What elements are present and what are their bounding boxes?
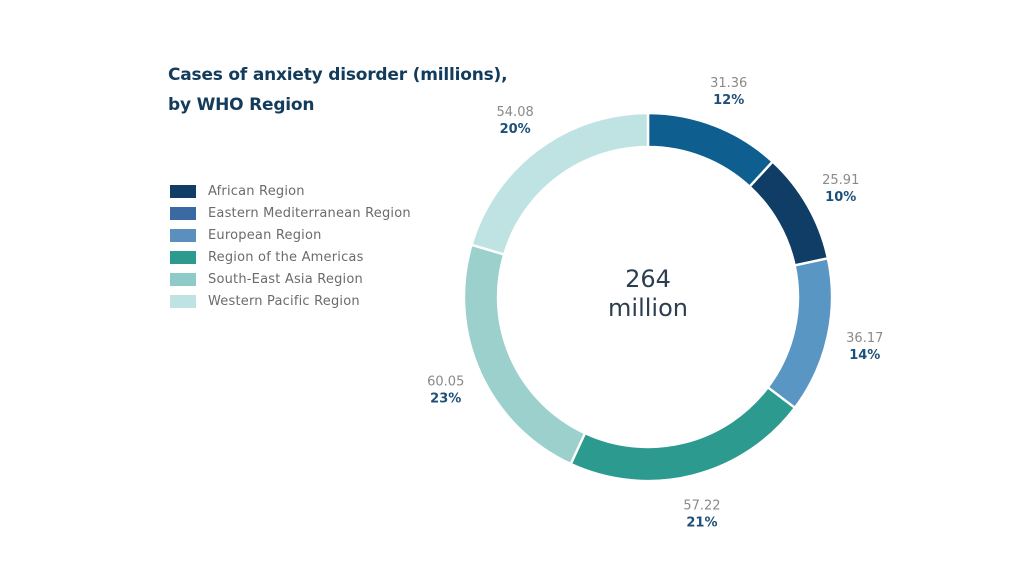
legend-label: Region of the Americas: [208, 249, 364, 265]
slice-percent-label: 10%: [825, 190, 856, 205]
slice-value-label: 54.08: [497, 105, 534, 120]
center-total-unit: million: [608, 294, 688, 322]
legend-item: South-East Asia Region: [170, 268, 411, 290]
legend-swatch: [170, 206, 196, 220]
slice-value-label: 57.22: [683, 498, 720, 513]
donut-slice: [470, 111, 650, 256]
donut-slice: [766, 256, 834, 410]
legend-label: South-East Asia Region: [208, 271, 363, 287]
legend-label: European Region: [208, 227, 322, 243]
legend-swatch: [170, 184, 196, 198]
legend-swatch: [170, 250, 196, 264]
legend-item: Region of the Americas: [170, 246, 411, 268]
legend-label: Eastern Mediterranean Region: [208, 205, 411, 221]
slice-value-label: 60.05: [427, 375, 464, 390]
slice-percent-label: 23%: [430, 392, 461, 407]
donut-slices: [462, 111, 834, 483]
donut-slice: [462, 243, 587, 466]
donut-slice: [569, 385, 797, 483]
slice-value-label: 31.36: [710, 76, 747, 91]
legend-swatch: [170, 228, 196, 242]
legend-swatch: [170, 294, 196, 308]
slice-labels: 31.36 12% 25.91 10% 36.17 14% 57.22 21% 60.05 23%…: [427, 76, 883, 530]
slice-percent-label: 21%: [686, 515, 717, 530]
legend-item: Western Pacific Region: [170, 290, 411, 312]
legend-item: African Region: [170, 180, 411, 202]
slice-percent-label: 12%: [713, 93, 744, 108]
legend-swatch: [170, 272, 196, 286]
legend-item: Eastern Mediterranean Region: [170, 202, 411, 224]
donut-slice: [646, 111, 775, 189]
slice-value-label: 25.91: [822, 173, 859, 188]
legend: African Region Eastern Mediterranean Reg…: [170, 180, 411, 312]
slice-percent-label: 14%: [849, 348, 880, 363]
donut-slice: [747, 159, 830, 267]
legend-label: African Region: [208, 183, 305, 199]
legend-label: Western Pacific Region: [208, 293, 360, 309]
slice-percent-label: 20%: [500, 122, 531, 137]
legend-item: European Region: [170, 224, 411, 246]
center-total-value: 264: [625, 265, 671, 293]
chart-title-line2: by WHO Region: [168, 95, 315, 115]
chart-title: Cases of anxiety disorder (millions), by…: [168, 60, 508, 120]
chart-title-line1: Cases of anxiety disorder (millions),: [168, 65, 508, 85]
slice-value-label: 36.17: [846, 331, 883, 346]
